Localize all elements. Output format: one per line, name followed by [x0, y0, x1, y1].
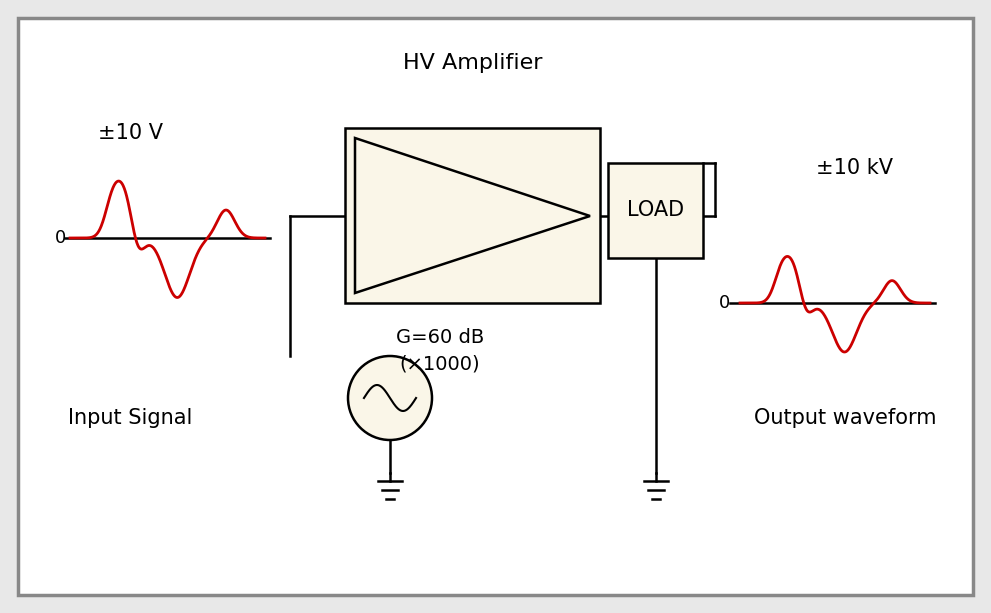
Circle shape: [348, 356, 432, 440]
Text: 0: 0: [55, 229, 65, 247]
Text: Input Signal: Input Signal: [67, 408, 192, 428]
Text: ±10 kV: ±10 kV: [817, 158, 894, 178]
Text: ±10 V: ±10 V: [97, 123, 163, 143]
Bar: [608, 163, 703, 258]
Text: LOAD: LOAD: [627, 200, 684, 221]
Text: 0: 0: [719, 294, 730, 312]
Text: G=60 dB
(×1000): G=60 dB (×1000): [395, 328, 485, 373]
Text: Output waveform: Output waveform: [754, 408, 936, 428]
Polygon shape: [355, 138, 590, 293]
Bar: [345, 128, 600, 303]
Text: HV Amplifier: HV Amplifier: [403, 53, 543, 73]
